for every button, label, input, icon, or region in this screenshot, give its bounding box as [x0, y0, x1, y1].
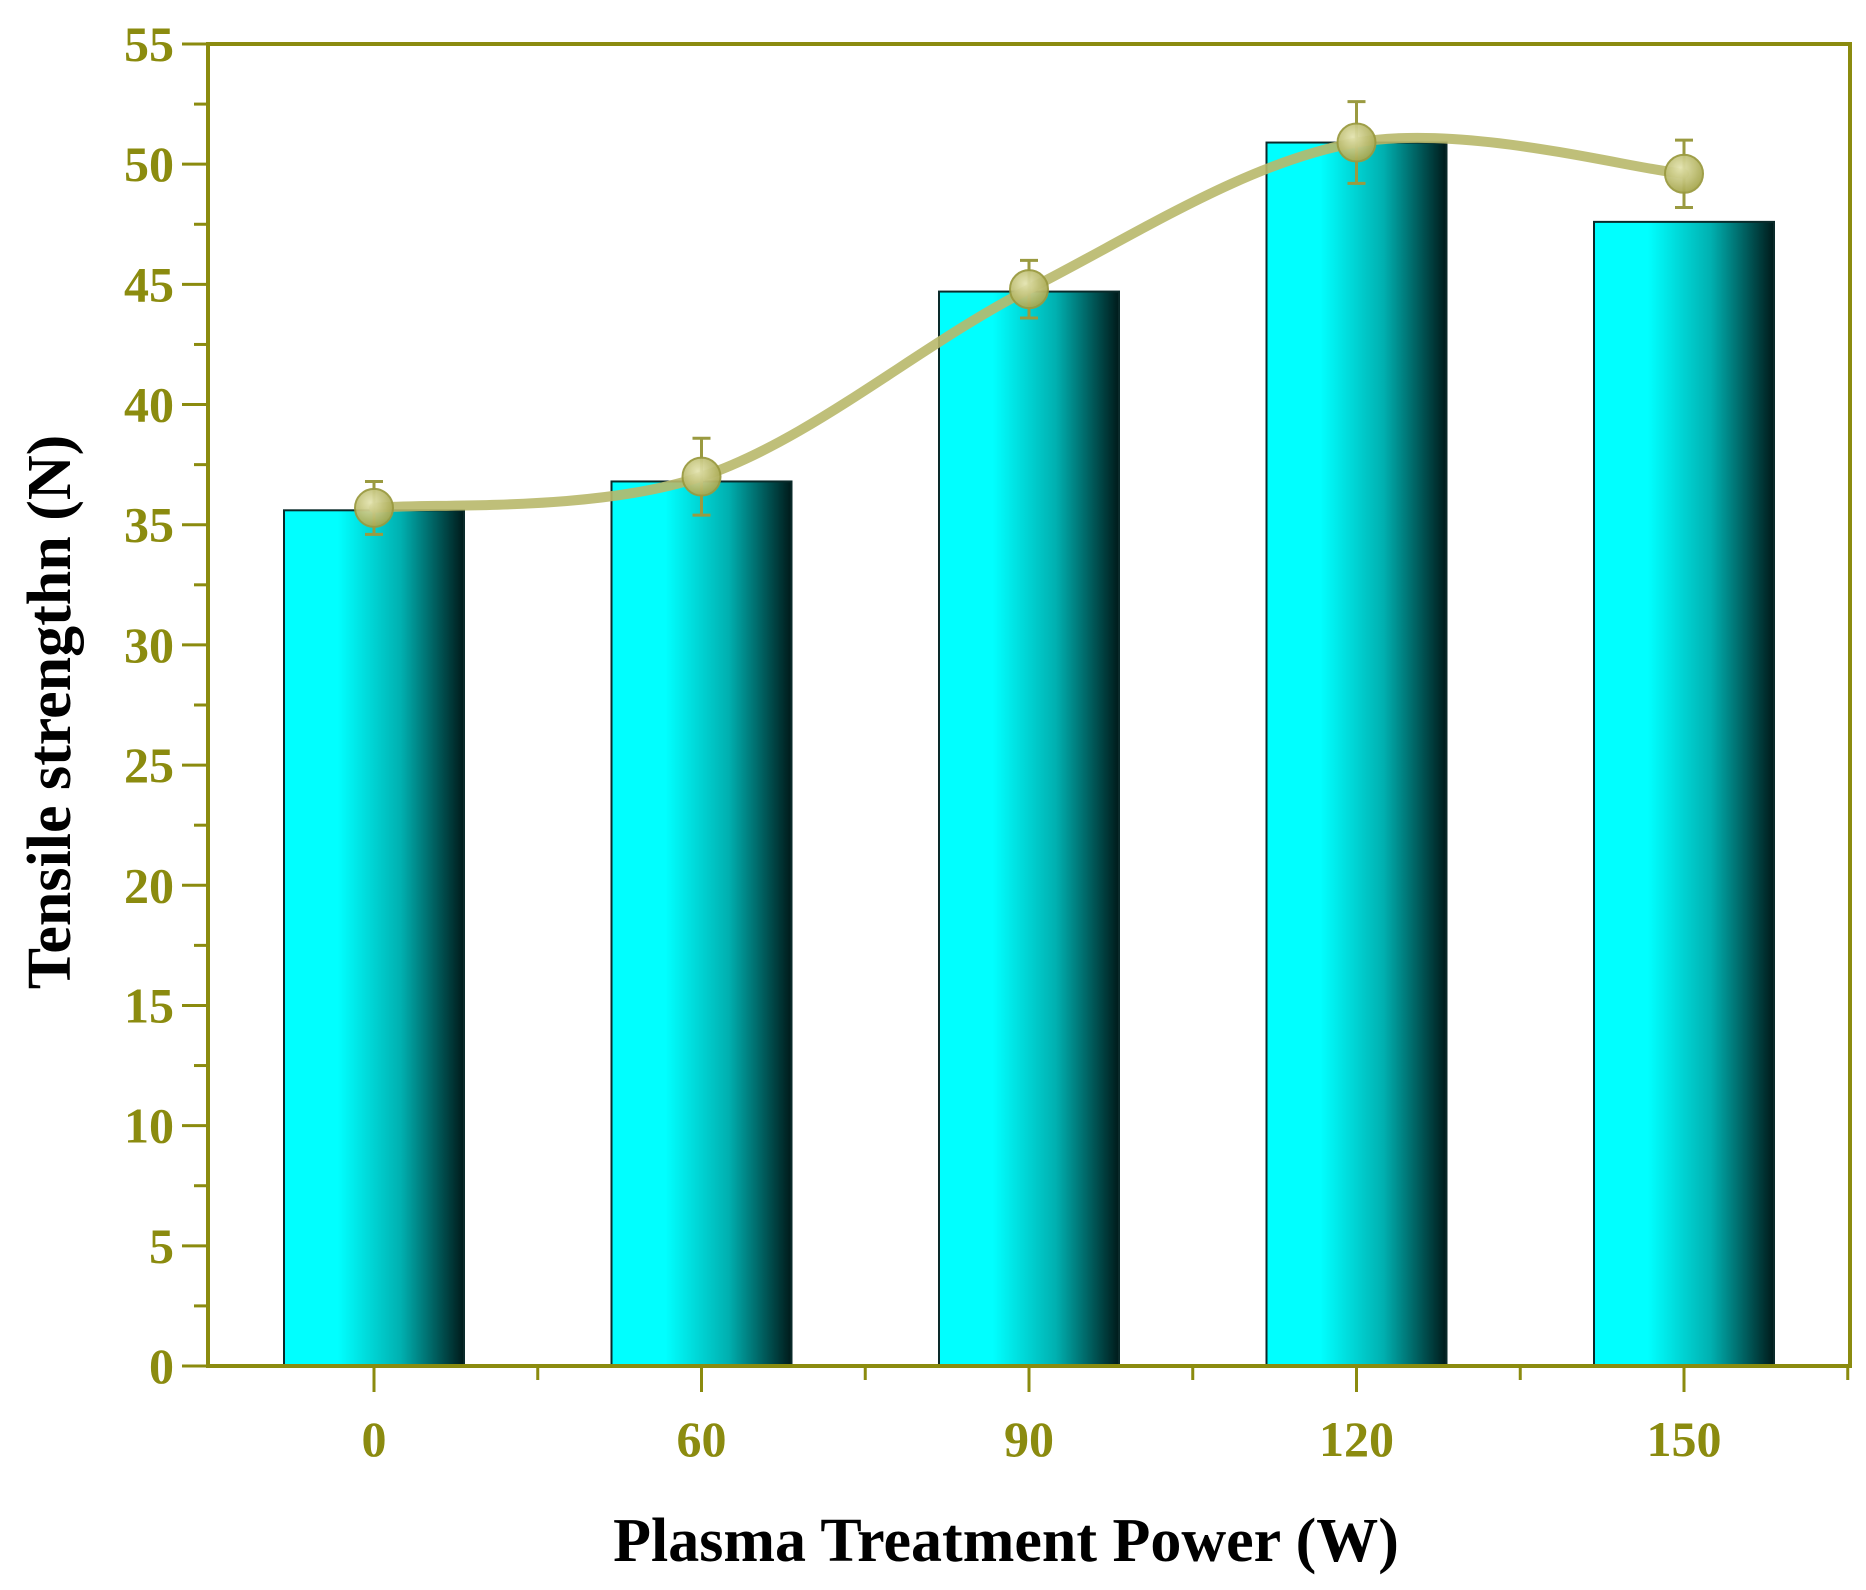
- x-tick-label-150: 150: [1647, 1411, 1722, 1467]
- y-tick-label-40: 40: [124, 377, 174, 433]
- bar-150: [1593, 220, 1775, 1367]
- y-tick-label-25: 25: [124, 737, 174, 793]
- y-tick-labels: 0 5 10 15 20 25 30 35 40 45 50 55: [124, 16, 174, 1394]
- x-tick-label-90: 90: [1004, 1411, 1054, 1467]
- x-tick-label-0: 0: [362, 1411, 387, 1467]
- x-tick-label-60: 60: [677, 1411, 727, 1467]
- marker-90: [1009, 269, 1049, 310]
- bar-0: [283, 509, 465, 1367]
- y-tick-label-20: 20: [124, 857, 174, 913]
- axes-layer: [182, 42, 1852, 1392]
- y-axis-title: Tensile strengthn (N): [16, 435, 84, 990]
- y-tick-label-0: 0: [149, 1338, 174, 1394]
- y-tick-label-35: 35: [124, 497, 174, 553]
- marker-120: [1336, 122, 1377, 163]
- x-tick-labels: 0 60 90 120 150: [362, 1411, 1722, 1467]
- bar-90: [938, 290, 1120, 1367]
- x-tick-label-120: 120: [1319, 1411, 1394, 1467]
- marker-60: [681, 456, 722, 497]
- y-tick-label-15: 15: [124, 977, 174, 1033]
- bars-layer: [283, 141, 1775, 1368]
- y-tick-label-50: 50: [124, 136, 174, 192]
- x-axis-title: Plasma Treatment Power (W): [613, 1507, 1399, 1575]
- y-tick-label-55: 55: [124, 16, 174, 72]
- y-tick-label-45: 45: [124, 256, 174, 312]
- marker-150: [1664, 153, 1704, 194]
- y-tick-label-5: 5: [149, 1218, 174, 1274]
- trend-line-layer: [354, 100, 1704, 536]
- bar-120: [1265, 141, 1448, 1368]
- y-tick-label-30: 30: [124, 617, 174, 673]
- bar-60: [610, 480, 793, 1368]
- y-tick-label-10: 10: [124, 1098, 174, 1154]
- marker-0: [354, 487, 394, 528]
